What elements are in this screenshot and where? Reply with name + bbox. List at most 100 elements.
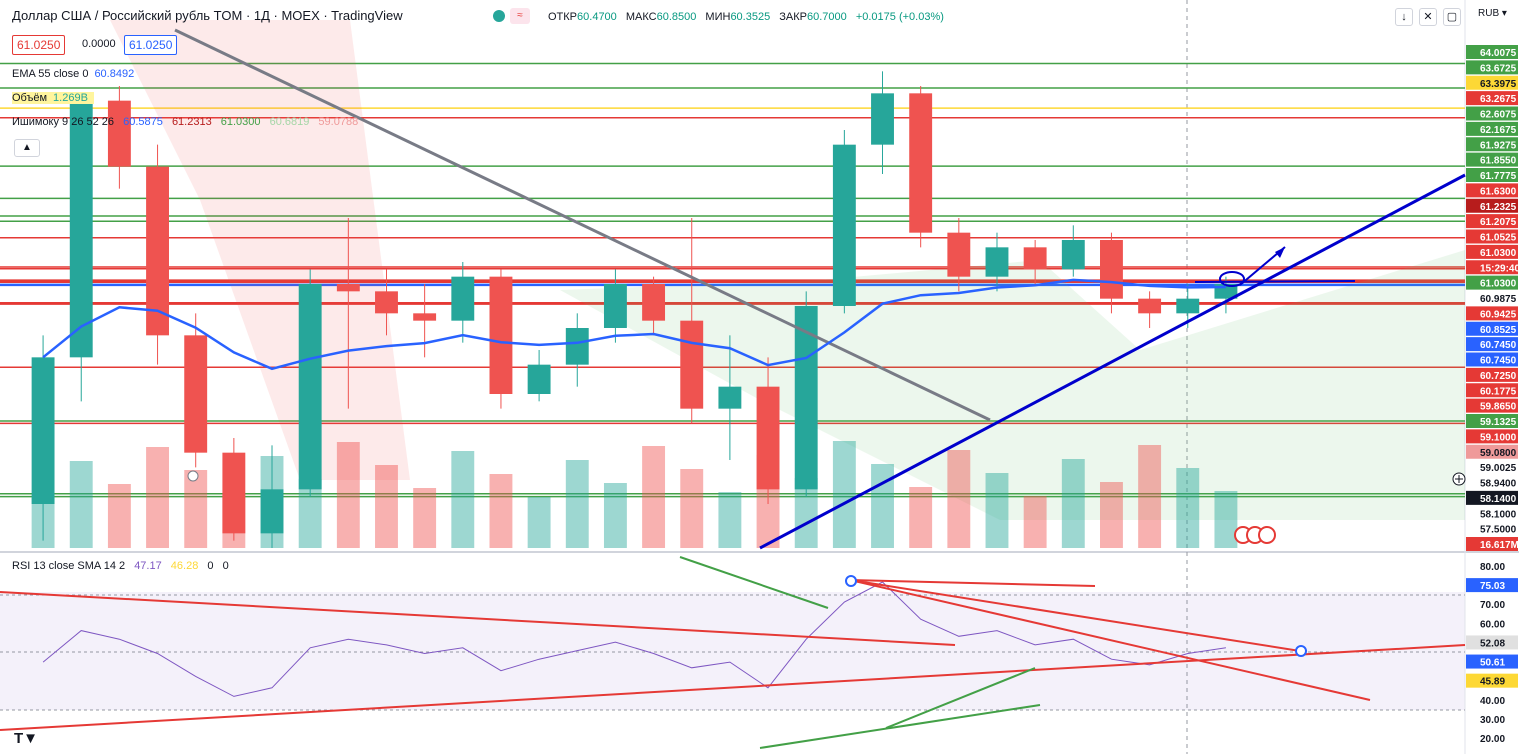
flag-icons <box>1234 526 1276 544</box>
volume-bar <box>680 469 704 548</box>
price-label-bg <box>1466 60 1518 75</box>
price-label-text: 60.7250 <box>1480 371 1517 382</box>
open-label: ОТКР <box>548 11 578 23</box>
buy-price-button[interactable]: 61.0250 <box>124 35 178 55</box>
candle-body <box>375 291 398 314</box>
candle-body <box>107 100 131 167</box>
price-label-text: 63.6725 <box>1480 63 1517 74</box>
rsi-green-1[interactable] <box>679 556 829 609</box>
trendlines[interactable] <box>174 28 1466 550</box>
price-label: 61.7775 <box>1466 168 1518 182</box>
downtrend-line[interactable] <box>174 28 991 422</box>
candle-body <box>1138 298 1162 314</box>
price-label-bg <box>1466 414 1518 428</box>
compare-icon[interactable]: ≈ <box>510 8 530 24</box>
price-label-text: 60.1775 <box>1480 386 1517 397</box>
price-label: 62.6075 <box>1466 106 1518 121</box>
volume-legend[interactable]: Объём 1.269B <box>12 92 94 104</box>
ichimoku-legend[interactable]: Ишимоку 9 26 52 26 60.5875 61.2313 61.03… <box>12 116 364 128</box>
volume-bar <box>1214 491 1238 548</box>
highlight-circle[interactable] <box>1219 271 1245 287</box>
volume-bar <box>184 470 208 548</box>
price-label-text: 58.9400 <box>1480 479 1517 490</box>
candle-body <box>909 93 933 233</box>
price-label-bg <box>1466 275 1518 290</box>
rsi-trend-3[interactable] <box>849 579 1301 652</box>
support-arrow-line[interactable] <box>1194 280 1356 283</box>
price-label: 58.1400 <box>1466 490 1518 505</box>
sell-price-button[interactable]: 61.0250 <box>12 35 66 55</box>
rsi-green-3[interactable] <box>759 704 1041 749</box>
candle-body <box>642 284 666 321</box>
price-label-text: 62.1675 <box>1480 125 1517 136</box>
rsi-anchor-point[interactable] <box>1295 645 1307 657</box>
uptrend-line[interactable] <box>759 173 1466 550</box>
candle-body <box>794 306 818 490</box>
price-label: 64.0075 <box>1466 45 1518 59</box>
rsi-label-text: 80.00 <box>1480 562 1505 573</box>
close-label: ЗАКР <box>779 11 807 23</box>
ema-label: EMA 55 close 0 <box>12 68 89 80</box>
fullscreen-icon[interactable]: ▢ <box>1443 8 1461 26</box>
ema-legend[interactable]: EMA 55 close 0 60.8492 <box>12 68 140 80</box>
close-icon[interactable]: ✕ <box>1419 8 1437 26</box>
rsi-green-2[interactable] <box>885 667 1036 729</box>
price-axis[interactable]: 64.0075 63.6725 63.3975 63.2675 62.6075 62.16… <box>1466 45 1519 551</box>
currency-selector[interactable]: RUB ▾ <box>1478 8 1507 19</box>
currency-label: RUB <box>1478 8 1500 19</box>
volume-bar <box>985 473 1009 548</box>
volume-bar <box>298 479 322 548</box>
price-label: 61.0300 <box>1466 275 1518 290</box>
price-label-bg <box>1466 444 1518 459</box>
price-label-bg <box>1466 137 1518 152</box>
rsi-label-text: 70.00 <box>1480 600 1505 611</box>
line-anchor-point[interactable] <box>187 470 199 482</box>
price-label: 62.1675 <box>1466 121 1518 136</box>
rsi-label-text: 30.00 <box>1480 715 1505 726</box>
symbol-title[interactable]: Доллар США / Российский рубль TOM · 1Д ·… <box>12 8 403 23</box>
price-label-text: 59.0025 <box>1480 463 1517 474</box>
price-label: 60.9875 <box>1466 291 1518 305</box>
candle-body <box>718 386 742 409</box>
rsi-trend-1[interactable] <box>0 591 956 646</box>
price-label-bg <box>1466 383 1518 398</box>
rsi-trend-5[interactable] <box>0 644 1466 731</box>
price-label: 59.1325 <box>1466 414 1518 428</box>
add-level-icon[interactable] <box>1452 472 1466 486</box>
rsi-trend-2[interactable] <box>849 579 1096 587</box>
price-label-bg <box>1466 321 1518 336</box>
price-label-bg <box>1466 168 1518 182</box>
candle-body <box>832 144 856 306</box>
high-label: МАКС <box>625 11 657 23</box>
candle-body <box>336 284 360 292</box>
rsi-axis[interactable]: 80.00 75.03 70.00 60.00 52.08 50.61 45.89 40.00… <box>1466 559 1518 745</box>
rsi-trend-4[interactable] <box>849 579 1371 701</box>
price-label-text: 60.9425 <box>1480 309 1517 320</box>
rsi-axis-label: 45.89 <box>1466 673 1518 688</box>
rsi-legend[interactable]: RSI 13 close SMA 14 2 47.17 46.28 0 0 <box>12 560 235 572</box>
price-label-bg <box>1466 291 1518 305</box>
price-label: 59.8650 <box>1466 398 1518 413</box>
candle-body <box>947 232 971 277</box>
change-value: +0.0175 (+0.03%) <box>855 11 944 23</box>
rsi-label-bg <box>1466 578 1518 593</box>
chevron-down-icon[interactable]: ↓ <box>1395 8 1413 26</box>
price-label: 58.9400 <box>1466 475 1518 490</box>
price-label-text: 57.5000 <box>1480 525 1517 536</box>
price-label: 60.1775 <box>1466 383 1518 398</box>
collapse-legend-button[interactable]: ▲ <box>14 139 40 157</box>
price-label: 63.2675 <box>1466 91 1518 106</box>
tradingview-logo: T▼ <box>14 730 39 747</box>
price-label: 61.9275 <box>1466 137 1518 152</box>
volume-bar <box>1023 496 1047 548</box>
candle-body <box>985 247 1009 277</box>
ichimoku-lagging: 61.0300 <box>220 116 261 128</box>
price-label-text: 58.1400 <box>1480 494 1517 505</box>
price-label: 63.6725 <box>1466 60 1518 75</box>
price-label-text: 60.7450 <box>1480 340 1517 351</box>
candle-body <box>1023 247 1047 270</box>
volume-bar <box>489 474 513 548</box>
volume-bar <box>69 461 93 548</box>
rsi-anchor-point[interactable] <box>845 575 857 587</box>
